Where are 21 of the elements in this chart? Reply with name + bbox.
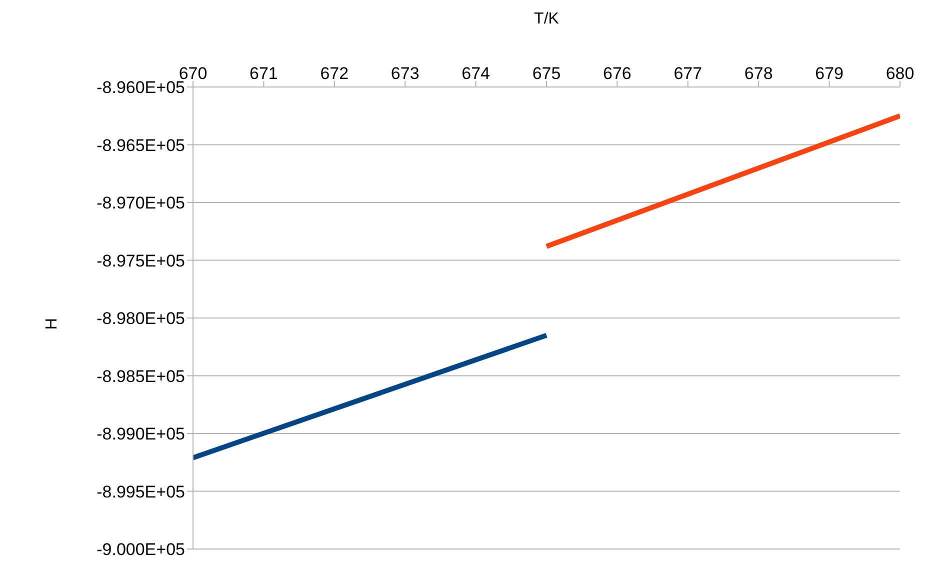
x-tick-label: 672 (320, 64, 349, 83)
y-tick-label: -8.975E+05 (96, 251, 185, 270)
x-tick-label: 671 (250, 64, 278, 83)
x-tick-label: 676 (603, 64, 632, 83)
y-tick-label: -8.990E+05 (96, 424, 185, 444)
x-tick-label: 680 (886, 64, 914, 83)
y-tick-label: -8.985E+05 (96, 366, 185, 386)
y-tick-label: -8.980E+05 (96, 309, 185, 328)
y-axis-title: H (44, 318, 61, 330)
x-tick-label: 677 (674, 64, 702, 83)
x-tick-label: 675 (532, 64, 561, 83)
x-tick-label: 679 (815, 64, 844, 83)
y-tick-label: -8.960E+05 (96, 78, 185, 98)
y-tick-label: -8.965E+05 (96, 136, 185, 155)
y-tick-label: -9.000E+05 (96, 540, 185, 560)
x-tick-label: 674 (462, 64, 490, 83)
y-tick-label: -8.970E+05 (96, 194, 185, 213)
x-tick-label: 673 (390, 64, 420, 83)
x-tick-label: 678 (744, 64, 773, 83)
x-axis-title: T/K (534, 10, 560, 28)
y-tick-label: -8.995E+05 (96, 482, 185, 502)
